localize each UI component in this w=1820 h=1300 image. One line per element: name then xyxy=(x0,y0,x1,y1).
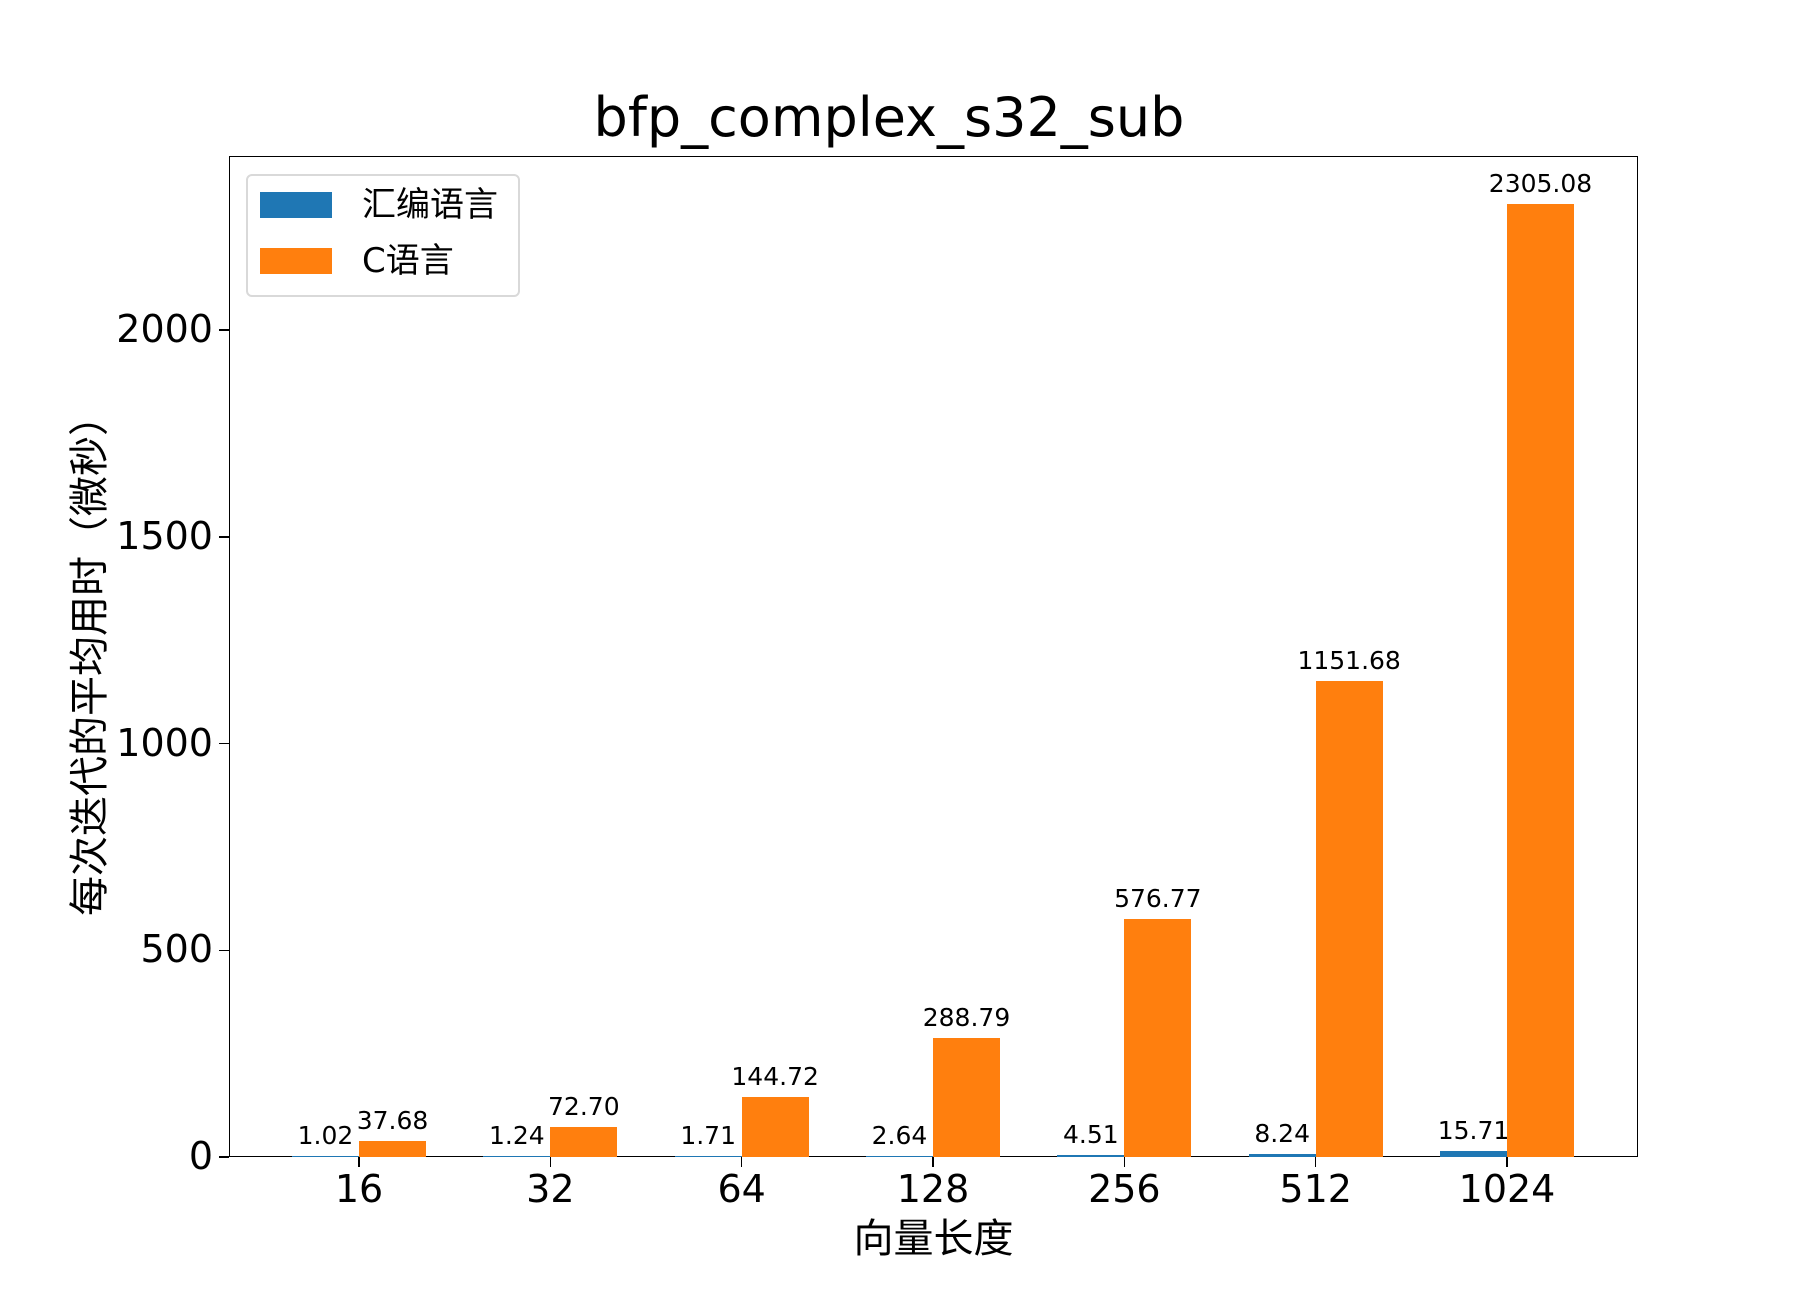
y-tick xyxy=(219,536,229,538)
bar-c xyxy=(933,1037,1000,1157)
bar-c xyxy=(550,1126,618,1157)
legend-patch-assembly xyxy=(260,192,332,218)
legend-patch-c xyxy=(260,248,332,274)
bar-value-label-assembly: 4.51 xyxy=(1062,1120,1119,1150)
bar-value-label-assembly: 1.24 xyxy=(488,1121,545,1150)
bar-c xyxy=(1315,680,1383,1157)
bar-c xyxy=(741,1097,809,1157)
y-tick-label: 0 xyxy=(188,1134,213,1178)
bar-c xyxy=(1124,918,1192,1157)
x-axis-label: 向量长度 xyxy=(853,1216,1014,1262)
x-tick xyxy=(932,1157,934,1167)
bar-value-label-assembly: 2.64 xyxy=(871,1120,928,1150)
bar-assembly xyxy=(483,1156,551,1157)
y-tick xyxy=(219,329,229,331)
bar-value-label-c: 288.79 xyxy=(922,1002,1011,1032)
y-tick-label: 500 xyxy=(140,927,213,972)
bar-value-label-c: 37.68 xyxy=(356,1106,429,1136)
bar-assembly xyxy=(866,1155,933,1157)
bar-value-label-c: 2305.08 xyxy=(1488,168,1593,198)
y-tick xyxy=(219,742,229,745)
bar-value-label-c: 576.77 xyxy=(1114,883,1202,913)
legend-label-assembly: 汇编语言 xyxy=(362,185,498,225)
x-tick-label: 512 xyxy=(1279,1167,1352,1211)
chart-title: bfp_complex_s32_sub xyxy=(593,86,1185,149)
bar-value-label-assembly: 1.71 xyxy=(680,1121,736,1150)
x-tick xyxy=(1123,1157,1126,1167)
legend-label-c: C语言 xyxy=(362,241,454,281)
y-tick-label: 1000 xyxy=(116,720,213,765)
bar-c xyxy=(359,1141,426,1157)
x-tick-label: 32 xyxy=(526,1167,575,1211)
x-tick-label: 128 xyxy=(896,1167,970,1211)
bar-assembly xyxy=(1440,1150,1507,1157)
bar-assembly xyxy=(1248,1153,1316,1157)
bar-value-label-c: 1151.68 xyxy=(1297,645,1401,675)
x-tick-label: 1024 xyxy=(1458,1167,1556,1211)
bar-value-label-c: 72.70 xyxy=(548,1091,620,1121)
bar-assembly xyxy=(292,1156,359,1157)
y-axis-label: 每次迭代的平均用时（微秒） xyxy=(67,396,113,916)
x-tick xyxy=(1314,1157,1317,1167)
x-tick xyxy=(549,1157,552,1167)
y-tick xyxy=(219,949,229,951)
bar-assembly xyxy=(674,1156,742,1157)
bar-value-label-assembly: 8.24 xyxy=(1254,1118,1310,1148)
bar-c xyxy=(1507,203,1574,1157)
bar-value-label-c: 144.72 xyxy=(731,1062,819,1092)
legend: 汇编语言 C语言 xyxy=(246,174,520,297)
x-tick xyxy=(1506,1157,1508,1167)
y-tick xyxy=(219,1156,229,1158)
x-tick-label: 16 xyxy=(334,1167,384,1211)
x-tick-label: 64 xyxy=(717,1167,766,1211)
y-tick-label: 1500 xyxy=(116,513,213,558)
bar-value-label-assembly: 15.71 xyxy=(1437,1115,1510,1145)
bar-assembly xyxy=(1057,1155,1125,1157)
y-tick-label: 2000 xyxy=(116,307,213,351)
x-tick-label: 256 xyxy=(1088,1167,1161,1211)
x-tick xyxy=(358,1157,360,1167)
x-tick xyxy=(740,1157,743,1167)
bar-value-label-assembly: 1.02 xyxy=(297,1121,354,1150)
